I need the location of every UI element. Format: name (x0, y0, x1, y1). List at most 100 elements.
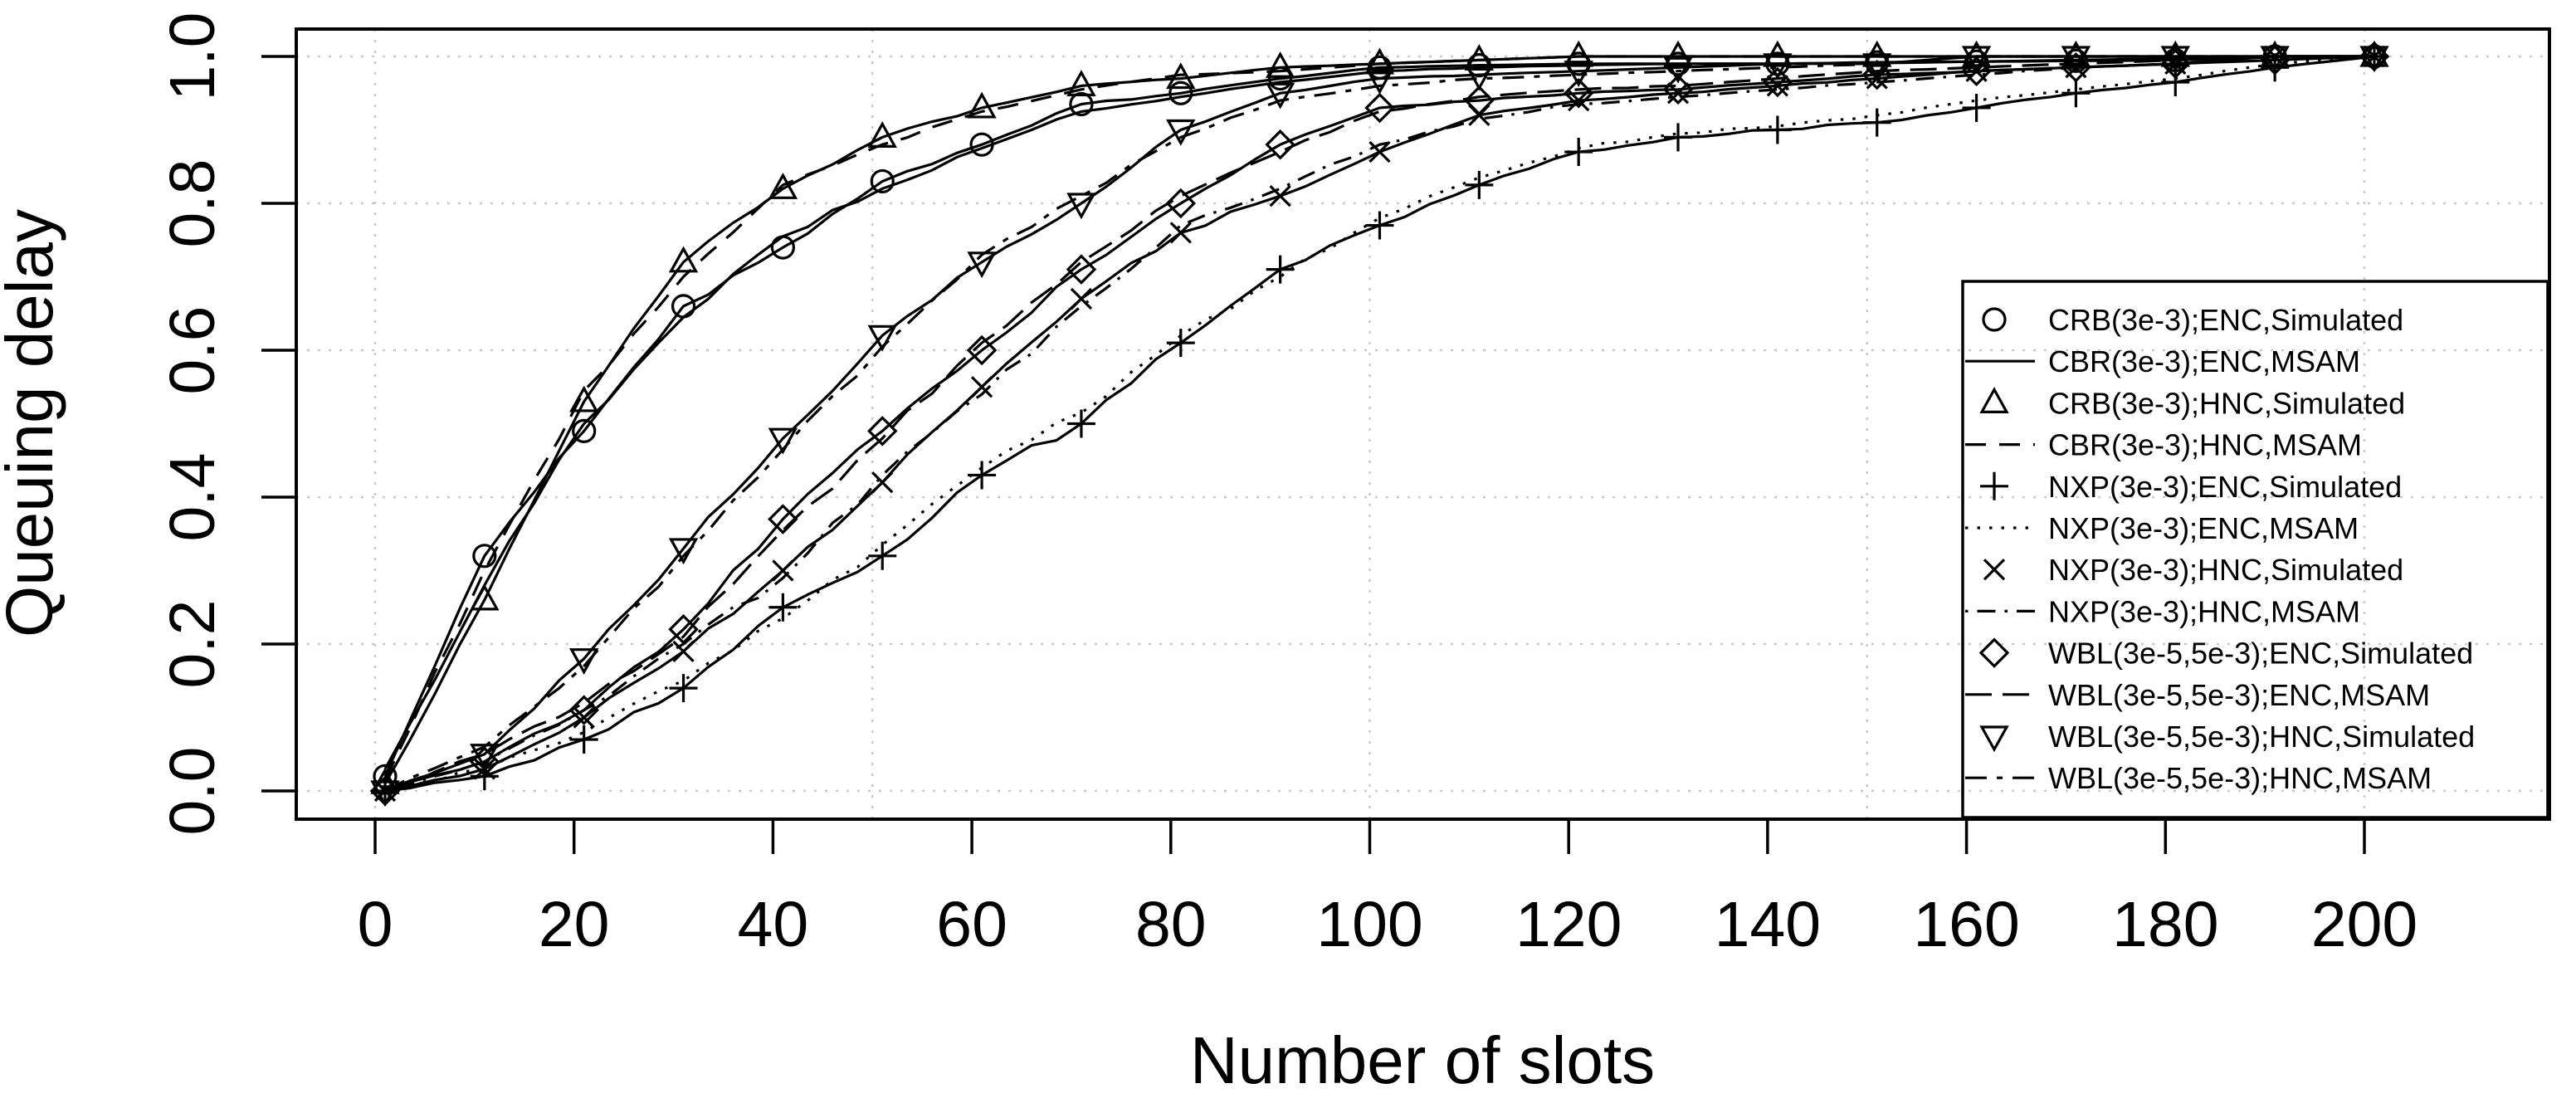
x-marker (573, 706, 595, 729)
triangle-down-marker (568, 648, 599, 675)
y-tick-label: 0.4 (157, 452, 228, 541)
y-tick-label: 0.8 (157, 159, 228, 247)
diamond-marker (1165, 188, 1197, 219)
circle-marker (870, 168, 895, 194)
triangle-up-marker (568, 385, 599, 412)
circle-marker (1168, 81, 1193, 105)
msam-curve (384, 55, 2374, 793)
triangle-up-marker (470, 583, 500, 611)
series-cbr-3e-3-enc-msam (383, 55, 2374, 770)
x-marker (772, 559, 794, 582)
plus-marker (2161, 67, 2190, 96)
diamond-marker (866, 416, 898, 447)
triangle-down-marker (370, 780, 400, 808)
triangle-down-marker (1763, 53, 1793, 81)
legend-row: WBL(3e-5,5e-3);ENC,MSAM (1965, 678, 2430, 712)
triangle-down-marker (768, 427, 798, 455)
x-marker (871, 471, 894, 494)
x-marker (1269, 185, 1291, 207)
triangle-down-marker (1364, 67, 1395, 95)
triangle-down-marker (1663, 56, 1693, 84)
plus-marker (1365, 211, 1394, 240)
simulated-curve (384, 55, 2375, 793)
diamond-marker (1364, 92, 1395, 124)
plus-marker (1465, 170, 1494, 199)
x-marker (1169, 222, 1192, 244)
y-tick-label: 1.0 (157, 12, 228, 100)
legend-row: WBL(3e-5,5e-3);HNC,MSAM (1965, 761, 2432, 795)
triangle-up-marker (1961, 40, 1992, 67)
legend-label: WBL(3e-5,5e-3);ENC,Simulated (2048, 637, 2473, 671)
msam-curve (383, 55, 2374, 770)
triangle-down-marker (2359, 46, 2389, 73)
diamond-marker (768, 504, 798, 534)
plus-marker (1664, 123, 1693, 152)
plot-frame (295, 27, 2551, 821)
legend-row: WBL(3e-5,5e-3);HNC,Simulated (1979, 720, 2475, 754)
triangle-down-marker (1979, 725, 2009, 753)
triangle-down-marker (2160, 46, 2190, 73)
triangle-down-marker (1066, 193, 1096, 220)
legend-border (1961, 280, 2549, 819)
circle-marker (1982, 307, 2007, 332)
triangle-up-marker (1066, 70, 1096, 96)
legend-label: NXP(3e-3);ENC,MSAM (2048, 511, 2359, 545)
diamond-marker (966, 334, 998, 366)
plus-marker (2061, 79, 2091, 108)
legend-row: NXP(3e-3);HNC,MSAM (1965, 594, 2360, 628)
legend-row: NXP(3e-3);ENC,MSAM (1965, 511, 2359, 545)
legend-label: NXP(3e-3);ENC,Simulated (2048, 470, 2402, 504)
plus-marker (968, 461, 997, 490)
x-marker (1368, 140, 1391, 163)
msam-curve (383, 55, 2374, 781)
triangle-down-marker (1464, 64, 1495, 91)
legend-row: NXP(3e-3);HNC,Simulated (1983, 553, 2403, 587)
triangle-up-marker (867, 121, 897, 148)
triangle-up-marker (768, 173, 798, 199)
legend-label: WBL(3e-5,5e-3);HNC,Simulated (2048, 720, 2475, 754)
legend-label: NXP(3e-3);HNC,Simulated (2048, 553, 2403, 587)
plus-marker (1166, 329, 1195, 358)
x-tick-label: 20 (539, 889, 610, 960)
x-tick-label: 0 (358, 889, 393, 960)
x-axis: 0 20 40 60 80 100 120 140 160 180 200 (358, 819, 2417, 960)
legend-label: CBR(3e-3);ENC,MSAM (2048, 344, 2360, 378)
legend-label: WBL(3e-5,5e-3);ENC,MSAM (2048, 678, 2430, 712)
series-wbl-3e-5-5e-3-enc-msam (384, 55, 2374, 793)
x-tick-label: 180 (2112, 889, 2218, 960)
diamond-marker (568, 695, 599, 725)
x-tick-label: 100 (1316, 889, 1422, 960)
triangle-up-marker (2061, 40, 2091, 67)
triangle-down-marker (1265, 82, 1295, 110)
plus-marker (1763, 115, 1792, 144)
triangle-up-marker (1364, 47, 1395, 75)
y-axis-title: Queuing delay (0, 209, 66, 637)
x-tick-label: 80 (1135, 889, 1207, 960)
y-tick-label: 0.6 (157, 305, 228, 394)
diamond-marker (1265, 129, 1295, 160)
x-axis-title: Number of slots (1190, 1023, 1655, 1097)
y-axis: 0.0 0.2 0.4 0.6 0.8 1.0 (157, 12, 296, 836)
triangle-down-marker (967, 251, 997, 279)
legend-box: CRB(3e-3);ENC,Simulated CBR(3e-3);ENC,MSA… (1961, 280, 2549, 819)
triangle-up-marker (668, 246, 699, 273)
triangle-up-marker (1265, 51, 1295, 78)
triangle-down-marker (2061, 46, 2091, 73)
legend-label: NXP(3e-3);HNC,MSAM (2048, 594, 2360, 628)
triangle-up-marker (1564, 40, 1593, 67)
triangle-down-marker (1862, 53, 1892, 81)
series-wbl-3e-5-5e-3-hnc-msam (384, 55, 2374, 793)
plus-marker (569, 725, 598, 754)
circle-marker (472, 544, 497, 569)
legend-row: CRB(3e-3);ENC,Simulated (1982, 303, 2403, 337)
triangle-up-marker (1979, 387, 2009, 413)
legend-label: WBL(3e-5,5e-3);HNC,MSAM (2048, 761, 2432, 795)
x-tick-label: 120 (1515, 889, 1622, 960)
circle-marker (572, 418, 597, 443)
x-marker (1983, 559, 2006, 581)
legend-row: CBR(3e-3);ENC,MSAM (1965, 344, 2360, 378)
circle-marker (1069, 91, 1094, 117)
x-tick-label: 140 (1715, 889, 1821, 960)
